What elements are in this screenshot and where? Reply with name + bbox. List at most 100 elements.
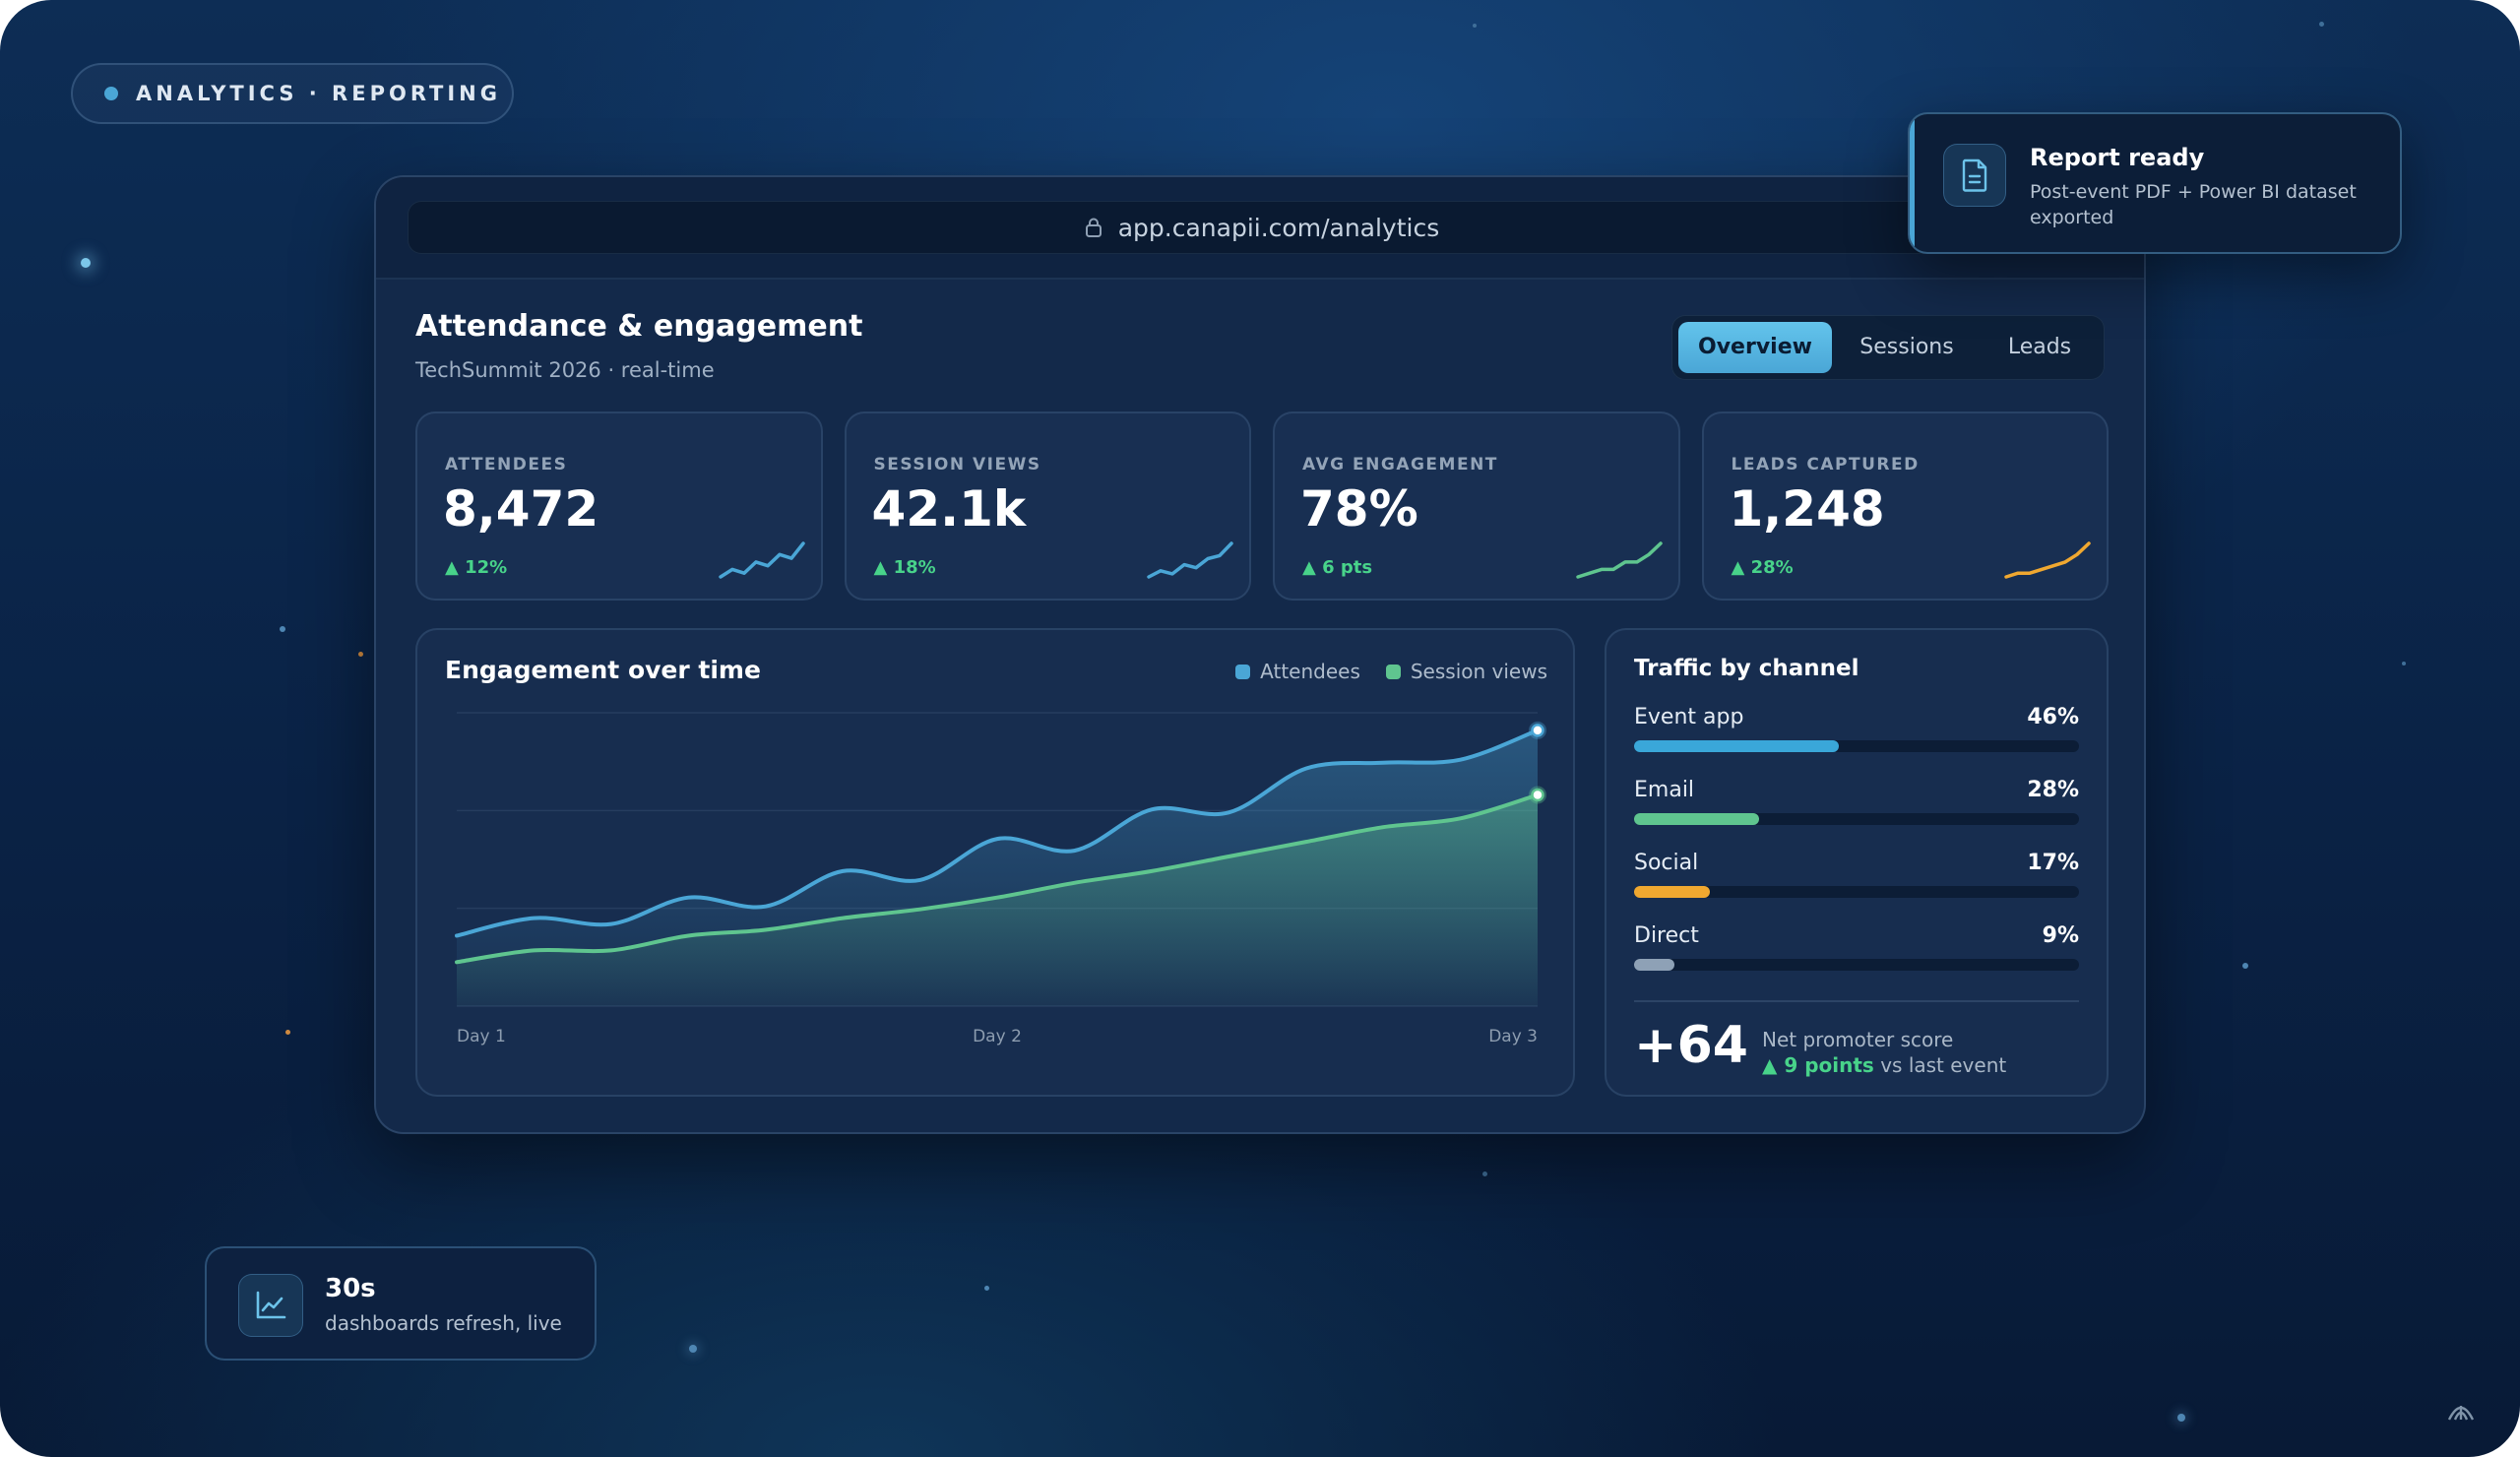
sparkline	[1147, 541, 1233, 579]
legend-label: Session views	[1410, 660, 1547, 683]
channel-name: Direct	[1634, 923, 1699, 948]
ambient-dot	[285, 1030, 290, 1035]
channel-bar-fill	[1634, 813, 1759, 825]
channel-value: 46%	[2027, 705, 2079, 729]
kpi-label: LEADS CAPTURED	[1731, 455, 1920, 475]
badge-title: 30s	[325, 1274, 376, 1303]
kpi-card-leads-captured[interactable]: LEADS CAPTURED 1,248 ▲ 28%	[1701, 412, 2109, 601]
series-attendees-line	[455, 728, 1540, 938]
dashboard: Attendance & engagement TechSummit 2026 …	[415, 280, 2109, 1132]
sparkline	[718, 541, 805, 579]
browser-window: app.canapii.com/analytics Attendance & e…	[374, 175, 2146, 1134]
sparkline	[1575, 541, 1663, 579]
legend-item-session-views[interactable]: Session views	[1385, 660, 1547, 683]
channel-value: 9%	[2042, 923, 2079, 948]
tab-leads[interactable]: Leads	[2007, 335, 2072, 359]
legend-swatch	[1385, 664, 1401, 679]
channel-name: Social	[1634, 851, 1699, 875]
nps-label: Net promoter score	[1762, 1028, 1954, 1051]
pill-dot	[104, 87, 118, 100]
nps-delta-rest: vs last event	[1873, 1053, 2007, 1077]
nps-delta-strong: ▲ 9 points	[1762, 1053, 1874, 1077]
x-tick-label: Day 2	[973, 1027, 1022, 1046]
nps-delta: ▲ 9 points vs last event	[1762, 1053, 2006, 1077]
ambient-dot	[2319, 22, 2324, 27]
channel-bar-track	[1634, 959, 2079, 971]
document-icon	[1943, 144, 2006, 207]
channel-bar-fill	[1634, 886, 1710, 898]
tab-sessions[interactable]: Sessions	[1859, 335, 1954, 359]
ambient-dot	[984, 1286, 989, 1291]
nps-value: +64	[1634, 1016, 1748, 1075]
kpi-label: SESSION VIEWS	[873, 455, 1041, 475]
report-ready-toast[interactable]: Report ready Post-event PDF + Power BI d…	[1908, 112, 2402, 254]
channel-name: Event app	[1634, 705, 1744, 729]
kpi-value: 8,472	[443, 480, 599, 538]
ambient-dot	[280, 626, 285, 632]
tab-overview[interactable]: Overview	[1678, 322, 1832, 373]
kpi-card-attendees[interactable]: ATTENDEES 8,472 ▲ 12%	[415, 412, 823, 601]
ambient-dot	[358, 652, 363, 657]
kpi-delta: ▲ 18%	[873, 557, 936, 578]
ambient-dot	[1473, 24, 1477, 28]
kpi-value: 78%	[1300, 480, 1418, 538]
toast-accent	[1910, 114, 1915, 252]
ambient-dot	[2402, 662, 2406, 665]
x-tick-label: Day 1	[457, 1027, 506, 1046]
kpi-value: 42.1k	[871, 480, 1027, 538]
refresh-badge: 30s dashboards refresh, live	[205, 1246, 597, 1361]
divider	[1634, 1000, 2079, 1002]
ambient-dot	[2177, 1414, 2185, 1422]
sparkline	[2004, 541, 2091, 579]
kpi-card-avg-engagement[interactable]: AVG ENGAGEMENT 78% ▲ 6 pts	[1273, 412, 1680, 601]
channel-bar-track	[1634, 740, 2079, 752]
legend-swatch	[1235, 664, 1251, 679]
kpi-label: ATTENDEES	[445, 455, 568, 475]
channel-name: Email	[1634, 778, 1695, 802]
legend-label: Attendees	[1260, 660, 1360, 683]
pill-text: ANALYTICS · REPORTING	[136, 82, 501, 105]
kpi-value: 1,248	[1729, 480, 1885, 538]
url-text: app.canapii.com/analytics	[1117, 213, 1440, 242]
ambient-dot	[2242, 963, 2248, 969]
legend-item-attendees[interactable]: Attendees	[1235, 660, 1360, 683]
kpi-delta: ▲ 28%	[1731, 557, 1794, 578]
chart-legend: Attendees Session views	[1235, 660, 1547, 683]
channel-bar-fill	[1634, 959, 1674, 971]
lock-icon	[1085, 218, 1102, 237]
badge-body: dashboards refresh, live	[325, 1311, 562, 1335]
brand-mark-icon	[2447, 1406, 2475, 1421]
kpi-card-session-views[interactable]: SESSION VIEWS 42.1k ▲ 18%	[844, 412, 1251, 601]
engagement-panel: Day 1 Day 2 Day 3 Engagement over time Att…	[415, 628, 1575, 1097]
channel-bar-track	[1634, 813, 2079, 825]
address-bar[interactable]: app.canapii.com/analytics	[408, 201, 2116, 254]
kpi-delta: ▲ 12%	[445, 557, 508, 578]
series-session-views-end-point[interactable]	[1531, 788, 1544, 802]
chart-title: Engagement over time	[445, 656, 761, 684]
kpi-label: AVG ENGAGEMENT	[1302, 455, 1498, 475]
page-title: Attendance & engagement	[415, 309, 863, 344]
series-session-views-area	[457, 794, 1538, 1006]
traffic-title: Traffic by channel	[1634, 656, 1859, 681]
x-tick-label: Day 3	[1488, 1027, 1538, 1046]
ambient-dot	[1482, 1172, 1487, 1176]
channel-bar-fill	[1634, 740, 1839, 752]
ambient-dot	[689, 1345, 697, 1353]
page-subtitle: TechSummit 2026 · real-time	[415, 358, 715, 382]
channel-value: 28%	[2027, 778, 2079, 802]
channel-bar-track	[1634, 886, 2079, 898]
series-session-views-line	[455, 792, 1540, 965]
line-chart-icon	[238, 1274, 303, 1337]
channel-value: 17%	[2027, 851, 2079, 875]
ambient-dot	[81, 258, 91, 268]
browser-chrome: app.canapii.com/analytics	[376, 177, 2144, 280]
series-attendees-end-point[interactable]	[1531, 724, 1544, 737]
section-pill: ANALYTICS · REPORTING	[71, 63, 514, 124]
view-tabs: Overview Sessions Leads	[1671, 315, 2105, 380]
traffic-panel: Traffic by channel Event app 46% Email 2…	[1605, 628, 2109, 1097]
toast-body: Post-event PDF + Power BI dataset export…	[2030, 181, 2357, 228]
engagement-chart: Day 1 Day 2 Day 3	[455, 712, 1546, 1046]
toast-title: Report ready	[2030, 144, 2205, 171]
kpi-delta: ▲ 6 pts	[1302, 557, 1373, 578]
